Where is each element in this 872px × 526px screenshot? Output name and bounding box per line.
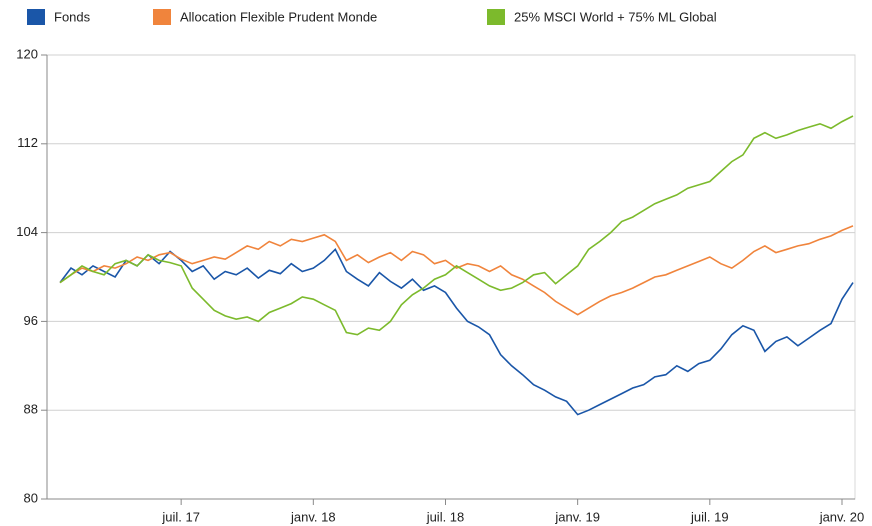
y-tick-label: 96 (24, 313, 38, 328)
y-tick-label: 88 (24, 402, 38, 417)
legend-swatch (153, 9, 171, 25)
legend-label: Allocation Flexible Prudent Monde (180, 9, 377, 24)
series-line (59, 247, 854, 416)
legend-label: Fonds (54, 9, 91, 24)
y-tick-label: 120 (16, 46, 38, 61)
x-tick-label: juil. 18 (426, 509, 465, 524)
legend-swatch (487, 9, 505, 25)
legend-swatch (27, 9, 45, 25)
y-tick-label: 80 (24, 490, 38, 505)
x-tick-label: janv. 20 (819, 509, 865, 524)
plot-frame (46, 54, 856, 500)
series-line (59, 225, 854, 316)
series-line (59, 115, 854, 336)
x-tick-label: juil. 17 (161, 509, 200, 524)
y-tick-label: 104 (16, 224, 38, 239)
y-tick-label: 112 (17, 135, 38, 150)
x-tick-label: juil. 19 (690, 509, 729, 524)
legend-label: 25% MSCI World + 75% ML Global (514, 9, 717, 24)
x-tick-label: janv. 18 (290, 509, 336, 524)
x-tick-label: janv. 19 (554, 509, 600, 524)
